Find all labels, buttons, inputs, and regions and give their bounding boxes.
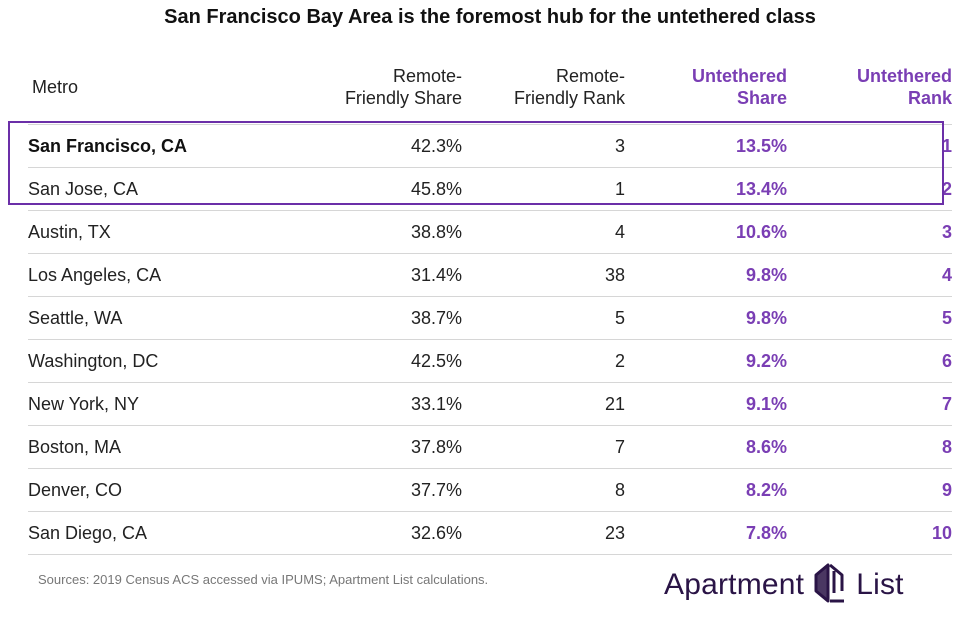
cell-metro: New York, NY — [28, 382, 278, 426]
cell-metro: Boston, MA — [28, 425, 278, 469]
table-row: San Jose, CA 45.8% 1 13.4% 2 — [28, 167, 952, 211]
source-note: Sources: 2019 Census ACS accessed via IP… — [38, 572, 489, 587]
cell-metro: San Jose, CA — [28, 167, 278, 211]
cell-remote-friendly-share: 32.6% — [278, 511, 462, 555]
cell-remote-friendly-rank: 2 — [462, 339, 625, 383]
header-untethered-rank: Untethered Rank — [856, 66, 952, 108]
cell-metro: San Francisco, CA — [28, 124, 278, 168]
cell-remote-friendly-share: 37.8% — [278, 425, 462, 469]
cell-remote-friendly-share: 42.3% — [278, 124, 462, 168]
cell-metro: Washington, DC — [28, 339, 278, 383]
chart-title: San Francisco Bay Area is the foremost h… — [164, 6, 816, 28]
cell-untethered-rank: 5 — [787, 296, 952, 340]
table-row: Washington, DC 42.5% 2 9.2% 6 — [28, 339, 952, 383]
cell-untethered-rank: 10 — [787, 511, 952, 555]
cell-untethered-share: 9.8% — [625, 296, 787, 340]
cell-untethered-share: 8.6% — [625, 425, 787, 469]
cell-untethered-share: 13.5% — [625, 124, 787, 168]
cell-remote-friendly-rank: 4 — [462, 210, 625, 254]
cell-untethered-share: 8.2% — [625, 468, 787, 512]
table-row: Boston, MA 37.8% 7 8.6% 8 — [28, 425, 952, 469]
cell-metro: Los Angeles, CA — [28, 253, 278, 297]
cell-metro: Seattle, WA — [28, 296, 278, 340]
cell-untethered-rank: 9 — [787, 468, 952, 512]
cell-remote-friendly-share: 42.5% — [278, 339, 462, 383]
cell-remote-friendly-rank: 1 — [462, 167, 625, 211]
apartment-list-logo-icon — [810, 561, 850, 610]
cell-untethered-share: 13.4% — [625, 167, 787, 211]
logo-word-apartment: Apartment — [664, 568, 805, 601]
cell-metro: San Diego, CA — [28, 511, 278, 555]
table-row: Austin, TX 38.8% 4 10.6% 3 — [28, 210, 952, 254]
cell-remote-friendly-rank: 8 — [462, 468, 625, 512]
cell-untethered-share: 9.2% — [625, 339, 787, 383]
cell-untethered-rank: 4 — [787, 253, 952, 297]
cell-untethered-rank: 3 — [787, 210, 952, 254]
cell-untethered-share: 9.1% — [625, 382, 787, 426]
cell-untethered-rank: 8 — [787, 425, 952, 469]
cell-remote-friendly-rank: 23 — [462, 511, 625, 555]
cell-remote-friendly-rank: 5 — [462, 296, 625, 340]
header-metro: Metro — [32, 77, 79, 97]
table-row: Seattle, WA 38.7% 5 9.8% 5 — [28, 296, 952, 340]
cell-remote-friendly-rank: 38 — [462, 253, 625, 297]
cell-metro: Denver, CO — [28, 468, 278, 512]
table-row: New York, NY 33.1% 21 9.1% 7 — [28, 382, 952, 426]
table-row: Los Angeles, CA 31.4% 38 9.8% 4 — [28, 253, 952, 297]
table-row: San Diego, CA 32.6% 23 7.8% 10 — [28, 511, 952, 555]
cell-untethered-share: 10.6% — [625, 210, 787, 254]
logo-word-list: List — [856, 568, 904, 601]
cell-untethered-rank: 7 — [787, 382, 952, 426]
cell-remote-friendly-share: 37.7% — [278, 468, 462, 512]
cell-remote-friendly-rank: 7 — [462, 425, 625, 469]
cell-remote-friendly-share: 38.7% — [278, 296, 462, 340]
cell-untethered-rank: 6 — [787, 339, 952, 383]
cell-metro: Austin, TX — [28, 210, 278, 254]
cell-remote-friendly-rank: 3 — [462, 124, 625, 168]
cell-remote-friendly-share: 45.8% — [278, 167, 462, 211]
table-row: San Francisco, CA 42.3% 3 13.5% 1 — [28, 124, 952, 168]
cell-remote-friendly-share: 31.4% — [278, 253, 462, 297]
cell-untethered-rank: 2 — [787, 167, 952, 211]
cell-untethered-share: 9.8% — [625, 253, 787, 297]
cell-remote-friendly-share: 38.8% — [278, 210, 462, 254]
table-row: Denver, CO 37.7% 8 8.2% 9 — [28, 468, 952, 512]
metro-table: Metro Remote- Friendly Share Remote- Fri… — [28, 52, 952, 555]
cell-remote-friendly-rank: 21 — [462, 382, 625, 426]
cell-untethered-rank: 1 — [787, 124, 952, 168]
cell-untethered-share: 7.8% — [625, 511, 787, 555]
header-untethered-share: Untethered Share — [691, 66, 787, 108]
apartment-list-logo: Apartment List — [664, 560, 904, 610]
cell-remote-friendly-share: 33.1% — [278, 382, 462, 426]
header-remote-friendly-rank: Remote- Friendly Rank — [513, 66, 625, 108]
table-header-row: Metro Remote- Friendly Share Remote- Fri… — [28, 52, 952, 125]
header-remote-friendly-share: Remote- Friendly Share — [344, 66, 462, 108]
